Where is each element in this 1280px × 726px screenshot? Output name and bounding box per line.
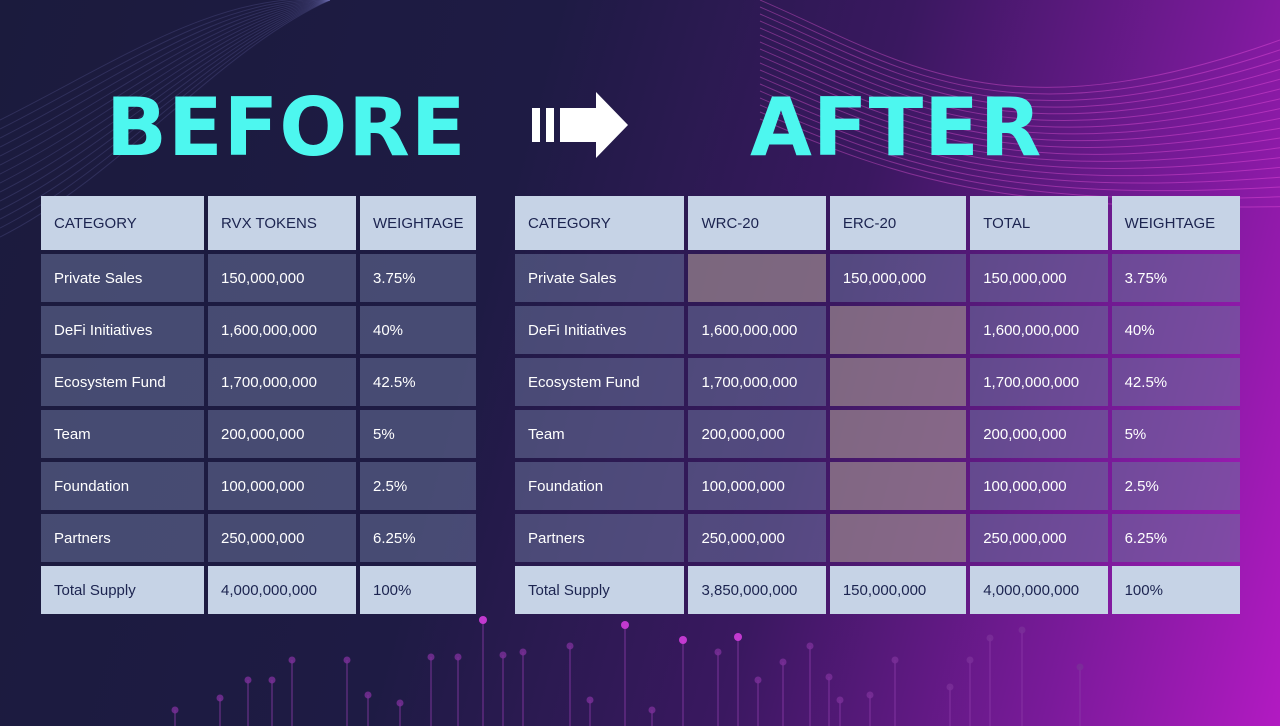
category-cell: Total Supply <box>41 566 204 614</box>
column-header-category: CATEGORY <box>41 196 204 250</box>
value-cell: 200,000,000 <box>208 410 356 458</box>
value-cell: 2.5% <box>360 462 476 510</box>
table-row: Partners 250,000,000 250,000,000 6.25% <box>515 514 1240 562</box>
value-cell: 200,000,000 <box>688 410 826 458</box>
value-cell: 40% <box>360 306 476 354</box>
value-cell: 1,700,000,000 <box>688 358 826 406</box>
value-cell: 100,000,000 <box>970 462 1108 510</box>
circuit-decoration <box>171 616 1084 726</box>
value-cell <box>829 462 967 510</box>
value-cell: 3,850,000,000 <box>688 566 826 614</box>
value-cell: 250,000,000 <box>688 514 826 562</box>
table-row: Private Sales 150,000,000 150,000,000 3.75% <box>515 254 1240 302</box>
value-cell <box>829 306 967 354</box>
before-title: BEFORE <box>106 81 467 174</box>
value-cell: 100% <box>1111 566 1240 614</box>
value-cell: 1,600,000,000 <box>688 306 826 354</box>
column-header-category: CATEGORY <box>515 196 685 250</box>
column-header-weightage: WEIGHTAGE <box>1111 196 1240 250</box>
value-cell: 100,000,000 <box>688 462 826 510</box>
category-cell: Ecosystem Fund <box>41 358 204 406</box>
arrow-right-icon <box>532 92 628 158</box>
value-cell: 1,600,000,000 <box>970 306 1108 354</box>
value-cell: 5% <box>1111 410 1240 458</box>
after-allocation-table: CATEGORY WRC-20 ERC-20 TOTAL WEIGHTAGE P… <box>511 192 1244 618</box>
value-cell: 250,000,000 <box>208 514 356 562</box>
value-cell <box>829 514 967 562</box>
value-cell: 42.5% <box>360 358 476 406</box>
table-row: Partners 250,000,000 6.25% <box>41 514 476 562</box>
value-cell: 250,000,000 <box>970 514 1108 562</box>
value-cell: 150,000,000 <box>829 254 967 302</box>
table-row: Ecosystem Fund 1,700,000,000 1,700,000,000… <box>515 358 1240 406</box>
value-cell: 5% <box>360 410 476 458</box>
table-header-row: CATEGORY WRC-20 ERC-20 TOTAL WEIGHTAGE <box>515 196 1240 250</box>
table-row: Foundation 100,000,000 100,000,000 2.5% <box>515 462 1240 510</box>
category-cell: Foundation <box>515 462 685 510</box>
value-cell: 1,600,000,000 <box>208 306 356 354</box>
value-cell: 4,000,000,000 <box>970 566 1108 614</box>
table-header-row: CATEGORY RVX TOKENS WEIGHTAGE <box>41 196 476 250</box>
value-cell: 100,000,000 <box>208 462 356 510</box>
column-header-weightage: WEIGHTAGE <box>360 196 476 250</box>
wave-lines-decoration <box>759 0 1280 208</box>
category-cell: Foundation <box>41 462 204 510</box>
table-row: Private Sales 150,000,000 3.75% <box>41 254 476 302</box>
table-row: Foundation 100,000,000 2.5% <box>41 462 476 510</box>
category-cell: DeFi Initiatives <box>515 306 685 354</box>
category-cell: Partners <box>515 514 685 562</box>
value-cell: 150,000,000 <box>970 254 1108 302</box>
table-row: Team 200,000,000 5% <box>41 410 476 458</box>
total-row: Total Supply 4,000,000,000 100% <box>41 566 476 614</box>
before-allocation-table: CATEGORY RVX TOKENS WEIGHTAGE Private Sa… <box>37 192 480 618</box>
value-cell: 150,000,000 <box>208 254 356 302</box>
value-cell: 4,000,000,000 <box>208 566 356 614</box>
column-header-erc-20: ERC-20 <box>829 196 967 250</box>
column-header-wrc-20: WRC-20 <box>688 196 826 250</box>
table-row: DeFi Initiatives 1,600,000,000 40% <box>41 306 476 354</box>
category-cell: Team <box>515 410 685 458</box>
category-cell: Ecosystem Fund <box>515 358 685 406</box>
value-cell <box>829 358 967 406</box>
category-cell: Team <box>41 410 204 458</box>
column-header-rvx-tokens: RVX TOKENS <box>208 196 356 250</box>
table-row: Ecosystem Fund 1,700,000,000 42.5% <box>41 358 476 406</box>
value-cell: 6.25% <box>360 514 476 562</box>
category-cell: Private Sales <box>41 254 204 302</box>
value-cell: 1,700,000,000 <box>208 358 356 406</box>
total-row: Total Supply 3,850,000,000 150,000,000 4,00… <box>515 566 1240 614</box>
value-cell: 1,700,000,000 <box>970 358 1108 406</box>
value-cell: 2.5% <box>1111 462 1240 510</box>
value-cell <box>688 254 826 302</box>
column-header-total: TOTAL <box>970 196 1108 250</box>
category-cell: DeFi Initiatives <box>41 306 204 354</box>
value-cell <box>829 410 967 458</box>
category-cell: Partners <box>41 514 204 562</box>
category-cell: Private Sales <box>515 254 685 302</box>
value-cell: 6.25% <box>1111 514 1240 562</box>
after-title: AFTER <box>750 81 1043 174</box>
value-cell: 100% <box>360 566 476 614</box>
category-cell: Total Supply <box>515 566 685 614</box>
value-cell: 3.75% <box>1111 254 1240 302</box>
table-row: Team 200,000,000 200,000,000 5% <box>515 410 1240 458</box>
value-cell: 150,000,000 <box>829 566 967 614</box>
value-cell: 200,000,000 <box>970 410 1108 458</box>
table-row: DeFi Initiatives 1,600,000,000 1,600,000,0… <box>515 306 1240 354</box>
value-cell: 42.5% <box>1111 358 1240 406</box>
value-cell: 3.75% <box>360 254 476 302</box>
value-cell: 40% <box>1111 306 1240 354</box>
